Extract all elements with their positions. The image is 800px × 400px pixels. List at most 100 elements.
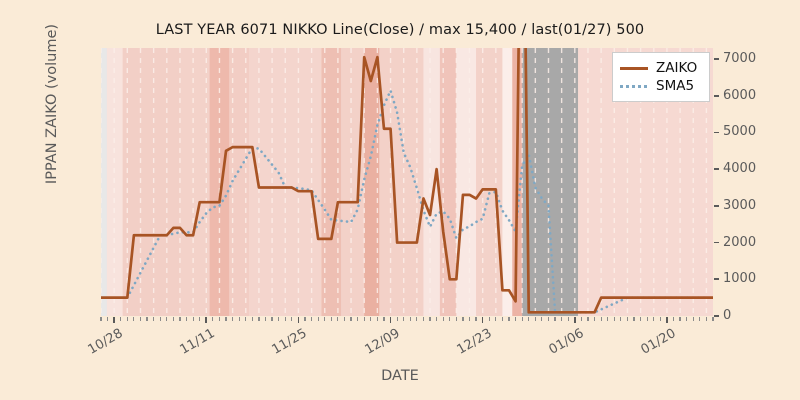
x-tick-mark-minor bbox=[363, 317, 365, 321]
x-tick-mark-minor bbox=[317, 317, 319, 321]
x-tick-mark-minor bbox=[139, 317, 142, 321]
legend-item-zaiko: ZAIKO bbox=[620, 59, 702, 77]
x-tick-mark-minor bbox=[416, 317, 418, 321]
y-tick-mark bbox=[714, 131, 719, 134]
x-tick-mark-minor bbox=[561, 317, 563, 321]
x-tick-mark-minor bbox=[106, 317, 109, 321]
x-tick-mark-minor bbox=[613, 317, 615, 321]
x-tick-mark-minor bbox=[133, 317, 135, 321]
x-tick-mark-minor bbox=[521, 317, 523, 321]
x-tick-mark-minor bbox=[264, 317, 267, 321]
x-tick-mark-minor bbox=[376, 317, 378, 321]
y-tick-label: 7000 bbox=[723, 51, 757, 66]
x-tick-mark-minor bbox=[192, 317, 194, 321]
x-tick-mark-minor bbox=[600, 317, 602, 321]
y-axis-label: IPPAN ZAIKO (volume) bbox=[44, 23, 60, 185]
plot-area bbox=[101, 48, 713, 316]
x-tick-label: 11/11 bbox=[177, 326, 218, 358]
x-tick-mark-minor bbox=[146, 317, 148, 321]
x-tick-mark-minor bbox=[593, 317, 596, 321]
x-tick-mark-major bbox=[481, 317, 484, 323]
x-tick-mark-minor bbox=[310, 317, 313, 321]
zaiko-series-line bbox=[101, 48, 713, 314]
legend-label-sma5: SMA5 bbox=[656, 78, 695, 94]
x-tick-mark-minor bbox=[357, 317, 359, 321]
x-tick-mark-minor bbox=[179, 317, 181, 321]
x-tick-mark-minor bbox=[258, 317, 260, 321]
chart-title: LAST YEAR 6071 NIKKO Line(Close) / max 1… bbox=[155, 22, 645, 38]
x-tick-mark-minor bbox=[304, 317, 306, 321]
y-tick-label: 6000 bbox=[723, 87, 757, 103]
chart-legend: ZAIKO SMA5 bbox=[612, 52, 710, 102]
x-tick-mark-major bbox=[297, 317, 300, 323]
x-tick-mark-minor bbox=[620, 317, 622, 321]
x-tick-mark-minor bbox=[225, 317, 227, 321]
x-tick-mark-minor bbox=[633, 317, 635, 321]
x-tick-mark-minor bbox=[429, 317, 431, 321]
y-tick-mark bbox=[714, 94, 719, 97]
x-tick-mark-minor bbox=[712, 317, 714, 321]
x-tick-mark-minor bbox=[251, 317, 253, 321]
x-tick-mark-major bbox=[113, 317, 115, 323]
x-tick-mark-minor bbox=[699, 317, 701, 321]
x-tick-mark-minor bbox=[212, 317, 214, 321]
x-tick-mark-minor bbox=[350, 317, 352, 321]
x-tick-mark-major bbox=[389, 317, 392, 323]
x-tick-mark-minor bbox=[646, 317, 648, 321]
x-tick-mark-minor bbox=[291, 317, 293, 321]
x-tick-mark-minor bbox=[232, 317, 234, 321]
x-tick-mark-minor bbox=[278, 317, 280, 321]
legend-swatch-sma5-icon bbox=[620, 80, 648, 92]
x-tick-mark-minor bbox=[383, 317, 385, 321]
y-tick-label: 5000 bbox=[723, 124, 757, 140]
x-tick-mark-minor bbox=[238, 317, 240, 321]
plot-svg bbox=[101, 48, 713, 316]
x-tick-mark-minor bbox=[672, 317, 675, 321]
x-tick-mark-minor bbox=[607, 317, 609, 321]
x-tick-mark-minor bbox=[580, 317, 582, 321]
x-tick-mark-minor bbox=[679, 317, 681, 321]
legend-item-sma5: SMA5 bbox=[620, 77, 702, 95]
x-tick-mark-minor bbox=[422, 317, 425, 321]
x-tick-mark-minor bbox=[126, 317, 128, 321]
x-tick-mark-minor bbox=[370, 317, 372, 321]
x-tick-mark-major bbox=[666, 317, 668, 323]
x-tick-mark-minor bbox=[185, 317, 188, 321]
x-tick-mark-minor bbox=[541, 317, 543, 321]
x-tick-mark-minor bbox=[514, 317, 517, 321]
x-tick-mark-minor bbox=[640, 317, 642, 321]
x-tick-mark-minor bbox=[567, 317, 569, 321]
legend-swatch-zaiko-icon bbox=[620, 62, 648, 74]
y-tick-mark bbox=[714, 58, 719, 60]
x-tick-mark-minor bbox=[488, 317, 490, 321]
y-tick-mark bbox=[714, 241, 719, 244]
x-tick-mark-minor bbox=[409, 317, 411, 321]
x-tick-mark-minor bbox=[324, 317, 326, 321]
y-tick-label: 2000 bbox=[723, 234, 757, 250]
x-tick-mark-minor bbox=[153, 317, 155, 321]
x-tick-mark-minor bbox=[528, 317, 530, 321]
x-tick-label: 01/06 bbox=[546, 326, 587, 358]
x-tick-mark-minor bbox=[468, 317, 471, 321]
y-tick-label: 4000 bbox=[723, 161, 757, 177]
x-tick-mark-minor bbox=[337, 317, 339, 321]
y-tick-mark bbox=[714, 168, 719, 170]
x-tick-mark-minor bbox=[653, 317, 655, 321]
x-tick-mark-minor bbox=[218, 317, 221, 321]
x-tick-mark-minor bbox=[554, 317, 556, 321]
x-tick-label: 10/28 bbox=[85, 326, 126, 358]
x-tick-mark-minor bbox=[442, 317, 444, 321]
x-tick-mark-minor bbox=[547, 317, 550, 321]
x-tick-mark-minor bbox=[166, 317, 168, 321]
x-tick-mark-minor bbox=[534, 317, 536, 321]
x-tick-mark-minor bbox=[705, 317, 707, 321]
x-tick-label: 11/25 bbox=[269, 326, 310, 358]
x-tick-mark-minor bbox=[508, 317, 510, 321]
x-tick-mark-minor bbox=[245, 317, 247, 321]
x-tick-label: 01/20 bbox=[638, 326, 679, 358]
x-tick-mark-minor bbox=[475, 317, 477, 321]
y-tick-label: 3000 bbox=[723, 197, 757, 213]
x-tick-mark-minor bbox=[462, 317, 464, 321]
y-tick-label: 0 bbox=[723, 308, 732, 323]
